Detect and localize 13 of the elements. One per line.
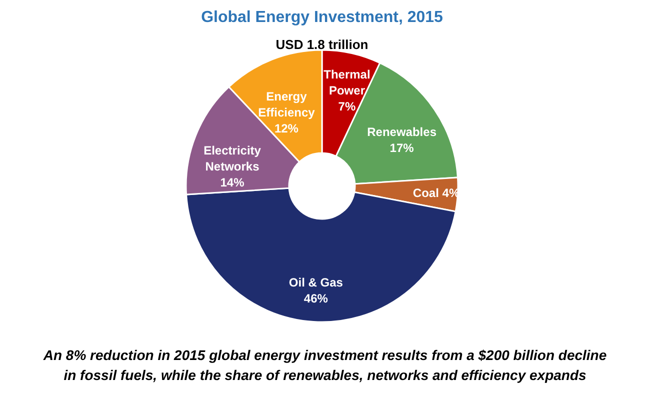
data-label: 7% (338, 99, 356, 114)
slice-label: Energy Efficiency (258, 89, 316, 120)
text: An 8% reduction in 2015 global energy investment results from a $200 billion decline in fossil fuels, while the share of renewables, networks and efficiency expands (42, 347, 607, 383)
slice-label: Oil & Gas (288, 275, 344, 290)
data-label: 46% (304, 291, 328, 306)
data-label: 12% (274, 121, 299, 136)
data-label: 14% (220, 175, 245, 190)
data-label: 17% (390, 140, 414, 155)
chart-title: Global Energy Investment, 2015 (201, 9, 444, 26)
slice-label: Renewables (367, 124, 437, 139)
slice-label: Thermal Power (324, 67, 370, 98)
slice-label: Electricity Networks (204, 143, 262, 174)
chart-subtitle: USD 1.8 trillion (276, 37, 368, 52)
